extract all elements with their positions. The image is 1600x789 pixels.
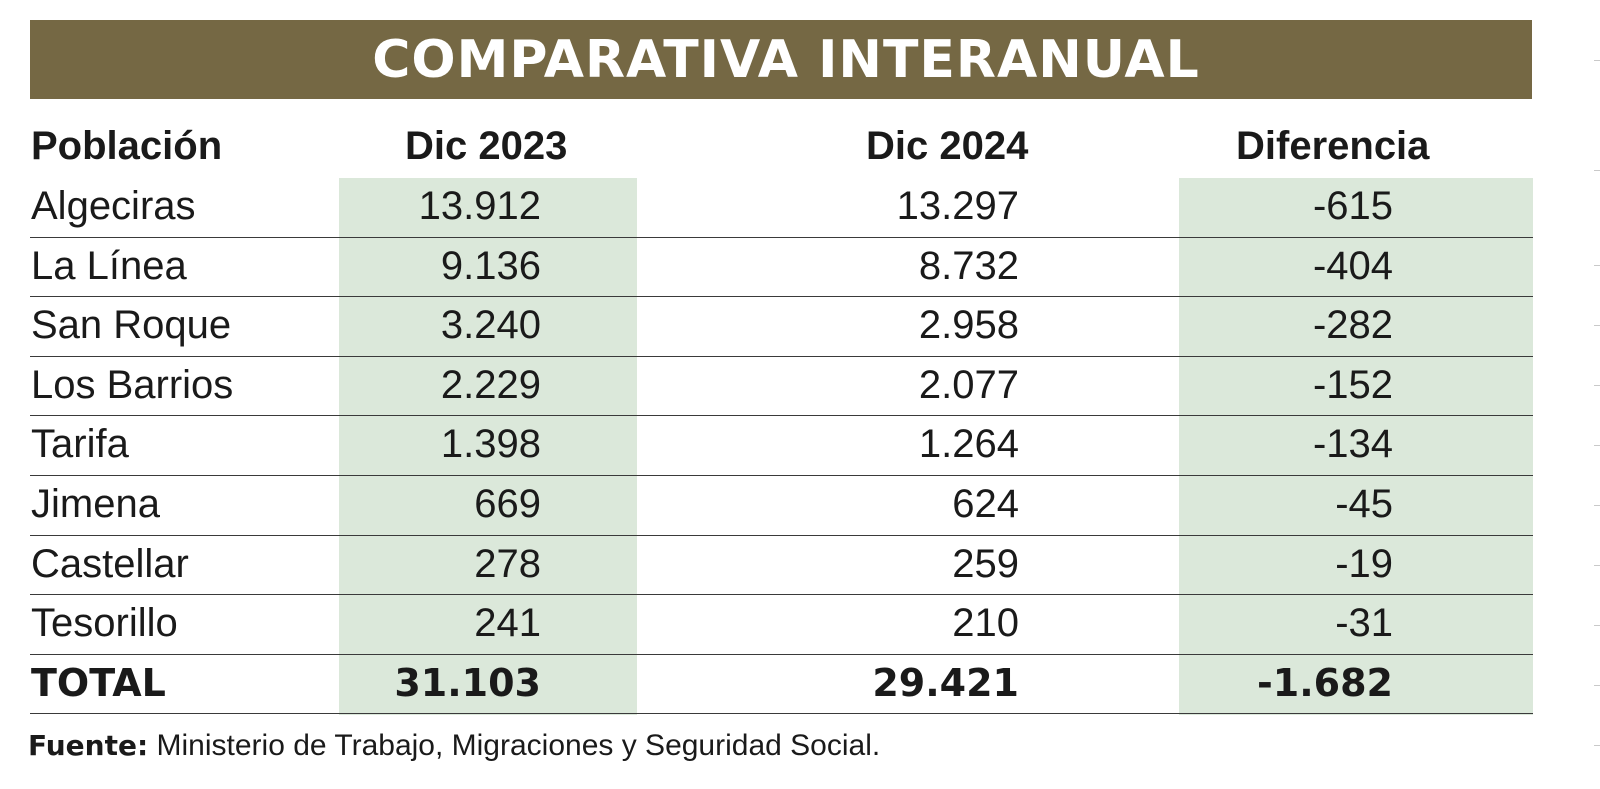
cell-dic-2023: 2.229 — [440, 362, 541, 407]
table-row: La Línea 9.136 8.732 -404 — [30, 238, 1533, 298]
cell-dic-2023: 278 — [474, 541, 541, 586]
source-label: Fuente: — [28, 729, 149, 762]
cell-dic-2023: 1.398 — [440, 422, 541, 467]
cell-poblacion: Jimena — [31, 481, 160, 526]
cell-dic-2024: 624 — [952, 481, 1019, 526]
cell-dic-2023: 9.136 — [440, 243, 541, 288]
cell-poblacion: La Línea — [31, 243, 187, 288]
cell-dic-2023: 13.912 — [418, 184, 541, 228]
cell-diferencia: -19 — [1335, 541, 1393, 586]
table-row: Castellar 278 259 -19 — [30, 536, 1533, 596]
cell-diferencia: -282 — [1312, 303, 1393, 348]
total-row: TOTAL 31.103 29.421 -1.682 — [30, 655, 1533, 715]
title-banner: COMPARATIVA INTERANUAL — [30, 20, 1532, 99]
cell-poblacion: San Roque — [31, 303, 232, 348]
cell-dic-2024: 259 — [952, 541, 1019, 586]
cell-dic-2024: 2.077 — [918, 362, 1019, 407]
cell-dic-2024: 13.297 — [896, 184, 1019, 228]
cell-dic-2023: 3.240 — [440, 303, 541, 348]
cell-dic-2023: 669 — [474, 481, 541, 526]
cell-dic-2024: 2.958 — [918, 303, 1019, 348]
cell-diferencia: -45 — [1335, 481, 1393, 526]
header-dic-2024: Dic 2024 — [866, 124, 1029, 168]
cell-poblacion: Tesorillo — [31, 601, 178, 646]
source-text: Ministerio de Trabajo, Migraciones y Seg… — [156, 729, 881, 762]
table-row: Tesorillo 241 210 -31 — [30, 595, 1533, 655]
table-row: San Roque 3.240 2.958 -282 — [30, 297, 1533, 357]
cell-diferencia: -152 — [1312, 362, 1393, 407]
cell-dic-2024: 8.732 — [918, 243, 1019, 288]
total-label: TOTAL — [31, 660, 166, 705]
table-body: Algeciras 13.912 13.297 -615 La Línea 9.… — [0, 178, 1600, 715]
header-dic-2023: Dic 2023 — [405, 124, 568, 168]
cell-diferencia: -134 — [1312, 422, 1393, 467]
table-row: Jimena 669 624 -45 — [30, 476, 1533, 536]
source-note: Fuente: Ministerio de Trabajo, Migracion… — [28, 726, 880, 766]
cell-diferencia: -615 — [1312, 184, 1393, 228]
cell-poblacion: Algeciras — [31, 184, 196, 228]
cell-poblacion: Los Barrios — [31, 362, 234, 407]
edge-decoration — [1594, 30, 1600, 770]
cell-poblacion: Castellar — [31, 541, 189, 586]
table-title: COMPARATIVA INTERANUAL — [372, 29, 1200, 90]
cell-dic-2024: 210 — [952, 601, 1019, 646]
dic-2023-column-highlight — [339, 178, 637, 715]
total-dic-2024: 29.421 — [872, 660, 1019, 705]
header-poblacion: Población — [31, 124, 223, 168]
diferencia-column-highlight — [1179, 178, 1533, 715]
table-row: Algeciras 13.912 13.297 -615 — [30, 178, 1533, 238]
total-dic-2023: 31.103 — [394, 660, 541, 705]
header-diferencia: Diferencia — [1236, 124, 1430, 168]
cell-diferencia: -31 — [1335, 601, 1393, 646]
table-header-row: Población Dic 2023 Dic 2024 Diferencia — [0, 118, 1600, 174]
table-row: Tarifa 1.398 1.264 -134 — [30, 416, 1533, 476]
table-row: Los Barrios 2.229 2.077 -152 — [30, 357, 1533, 417]
cell-dic-2024: 1.264 — [918, 422, 1019, 467]
total-diferencia: -1.682 — [1257, 660, 1393, 705]
cell-dic-2023: 241 — [474, 601, 541, 646]
cell-poblacion: Tarifa — [31, 422, 129, 467]
cell-diferencia: -404 — [1312, 243, 1393, 288]
